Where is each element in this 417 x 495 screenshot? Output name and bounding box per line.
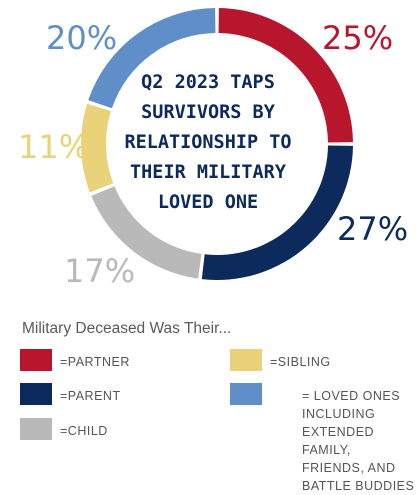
legend-label-partner: =PARTNER xyxy=(60,355,130,369)
donut-slice-partner xyxy=(218,8,353,143)
donut-slice-loved-ones xyxy=(88,8,216,109)
legend-label-parent: =PARENT xyxy=(60,389,121,403)
chart-title: Q2 2023 TAPS SURVIVORS BY RELATIONSHIP T… xyxy=(124,72,292,213)
donut-slice-child xyxy=(91,186,202,279)
legend-swatch-loved-ones xyxy=(230,383,262,405)
legend-item-partner: =PARTNER xyxy=(20,349,130,371)
label-partner: 25% xyxy=(322,19,394,57)
label-parent: 27% xyxy=(337,210,409,248)
donut-slice-sibling xyxy=(81,103,114,193)
label-loved-ones: 20% xyxy=(46,19,118,57)
legend-swatch-partner xyxy=(20,349,52,371)
legend-item-sibling: =SIBLING xyxy=(230,349,331,371)
donut-chart xyxy=(81,8,353,280)
legend-swatch-sibling xyxy=(230,349,262,371)
donut-slice-parent xyxy=(201,145,353,280)
legend-item-loved-ones: = LOVED ONES INCLUDING EXTENDED FAMILY, … xyxy=(230,383,417,495)
legend-item-child: =CHILD xyxy=(20,418,108,440)
label-child: 17% xyxy=(64,252,136,290)
legend-title: Military Deceased Was Their... xyxy=(22,320,232,337)
legend-item-parent: =PARENT xyxy=(20,383,121,405)
legend-label-loved-ones: = LOVED ONES INCLUDING EXTENDED FAMILY, … xyxy=(302,389,415,493)
legend-label-child: =CHILD xyxy=(60,424,108,438)
label-sibling: 11% xyxy=(18,128,90,166)
legend-swatch-parent xyxy=(20,383,52,405)
legend-swatch-child xyxy=(20,418,52,440)
legend-label-sibling: =SIBLING xyxy=(270,355,331,369)
